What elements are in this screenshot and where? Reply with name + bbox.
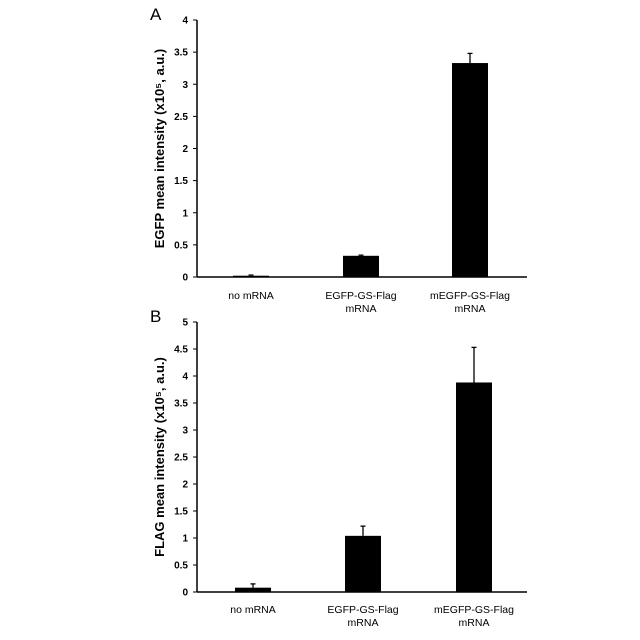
x-tick-label: EGFP-GS-Flag [327,604,398,616]
x-tick-label: mRNA [459,617,490,629]
bar [345,536,381,592]
x-tick-label: no mRNA [228,290,274,302]
y-tick-label: 3 [182,426,188,437]
y-tick-label: 1.5 [174,176,188,187]
bar [452,63,488,277]
y-tick-label: 2.5 [174,453,188,464]
chart-panel-B: B 0 0.5 1 1.5 2 2.5 3 3.5 4 4.5 5 FLAG mean intensit… [150,307,527,629]
x-tick-label: mEGFP-GS-Flag [430,290,510,302]
y-tick-label: 4 [182,16,188,27]
figure: A 0 0.5 1 1.5 2 2.5 3 3.5 4 EGFP mean intensity (x… [0,0,640,640]
bar [235,588,271,592]
x-tick-label: mRNA [346,303,377,315]
y-tick-label: 4 [182,372,188,383]
y-tick-label: 1.5 [174,507,188,518]
y-tick-label: 1 [182,534,188,545]
bar [456,382,492,592]
y-tick-label: 3.5 [174,399,188,410]
y-tick-label: 0.5 [174,561,188,572]
x-tick-label: mRNA [348,617,379,629]
y-axis-label: FLAG mean intensity (x10⁵, a.u.) [152,357,167,557]
y-tick-label: 0 [182,273,188,284]
panel-label: A [150,5,162,24]
y-tick-label: 2.5 [174,112,188,123]
y-tick-label: 4.5 [174,345,188,356]
y-tick-label: 3 [182,80,188,91]
chart-panel-A: A 0 0.5 1 1.5 2 2.5 3 3.5 4 EGFP mean intensity (x… [150,5,527,315]
y-tick-label: 5 [182,318,188,329]
bar [233,276,269,278]
y-tick-label: 2 [182,144,188,155]
y-tick-label: 1 [182,208,188,219]
y-axis-label: EGFP mean intensity (x10⁵, a.u.) [152,49,167,248]
x-tick-label: mEGFP-GS-Flag [434,604,514,616]
x-tick-label: EGFP-GS-Flag [325,290,396,302]
y-tick-label: 3.5 [174,48,188,59]
panel-label: B [150,307,161,326]
x-tick-label: mRNA [455,303,486,315]
x-tick-label: no mRNA [230,604,276,616]
bar [343,256,379,277]
y-tick-label: 2 [182,480,188,491]
y-tick-label: 0.5 [174,240,188,251]
y-tick-label: 0 [182,588,188,599]
